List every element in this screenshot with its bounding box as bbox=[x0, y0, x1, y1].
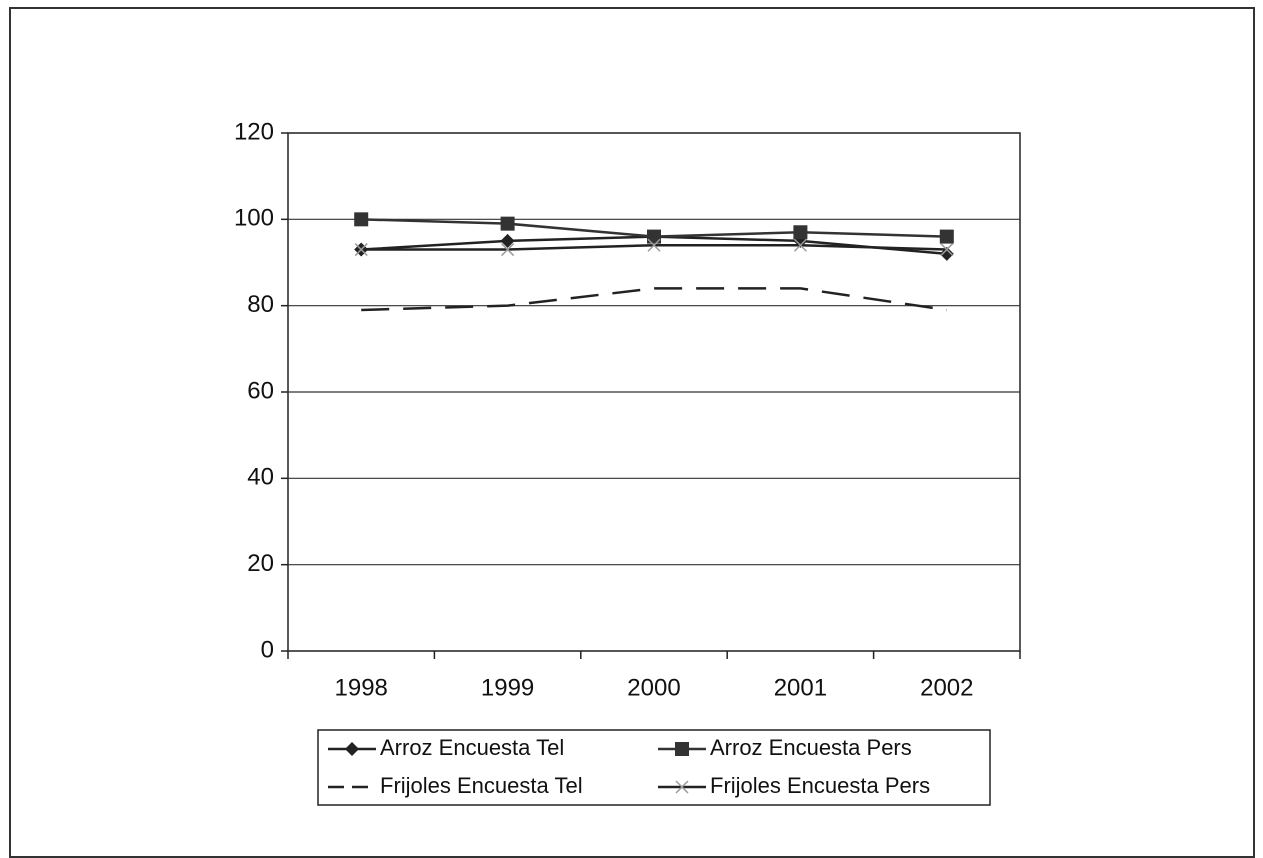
marker bbox=[647, 238, 661, 252]
legend-label: Frijoles Encuesta Pers bbox=[710, 773, 930, 798]
marker bbox=[647, 229, 661, 244]
legend: Arroz Encuesta Tel Arroz Encuesta Pers Fri… bbox=[328, 735, 930, 798]
legend-box bbox=[317, 729, 991, 806]
y-tick-label: 0 bbox=[261, 636, 274, 663]
y-tick-label: 80 bbox=[247, 291, 274, 318]
marker bbox=[354, 212, 369, 227]
marker bbox=[354, 243, 368, 257]
chart-frame bbox=[9, 7, 1255, 858]
x-tick-label: 2002 bbox=[920, 674, 973, 701]
marker bbox=[500, 233, 515, 248]
marker bbox=[500, 216, 515, 231]
marker bbox=[939, 229, 954, 244]
y-tick-label: 20 bbox=[247, 550, 274, 577]
x-tick-label: 2000 bbox=[627, 674, 680, 701]
legend-label: Arroz Encuesta Tel bbox=[380, 735, 564, 760]
y-tick-label: 60 bbox=[247, 377, 274, 404]
y-tick-label: 120 bbox=[234, 118, 274, 145]
legend-label: Arroz Encuesta Pers bbox=[710, 735, 912, 760]
marker bbox=[501, 243, 515, 257]
marker bbox=[675, 742, 689, 756]
marker bbox=[793, 225, 808, 240]
marker bbox=[675, 780, 689, 794]
y-tick-label: 40 bbox=[247, 464, 274, 491]
x-tick-label: 1999 bbox=[481, 674, 534, 701]
marker bbox=[940, 243, 954, 257]
x-tick-label: 1998 bbox=[335, 674, 388, 701]
marker bbox=[345, 742, 359, 756]
series-line bbox=[361, 287, 947, 312]
y-tick-label: 100 bbox=[234, 205, 274, 232]
legend-label: Frijoles Encuesta Tel bbox=[380, 773, 583, 798]
x-tick-label: 2001 bbox=[774, 674, 827, 701]
marker bbox=[793, 238, 807, 252]
